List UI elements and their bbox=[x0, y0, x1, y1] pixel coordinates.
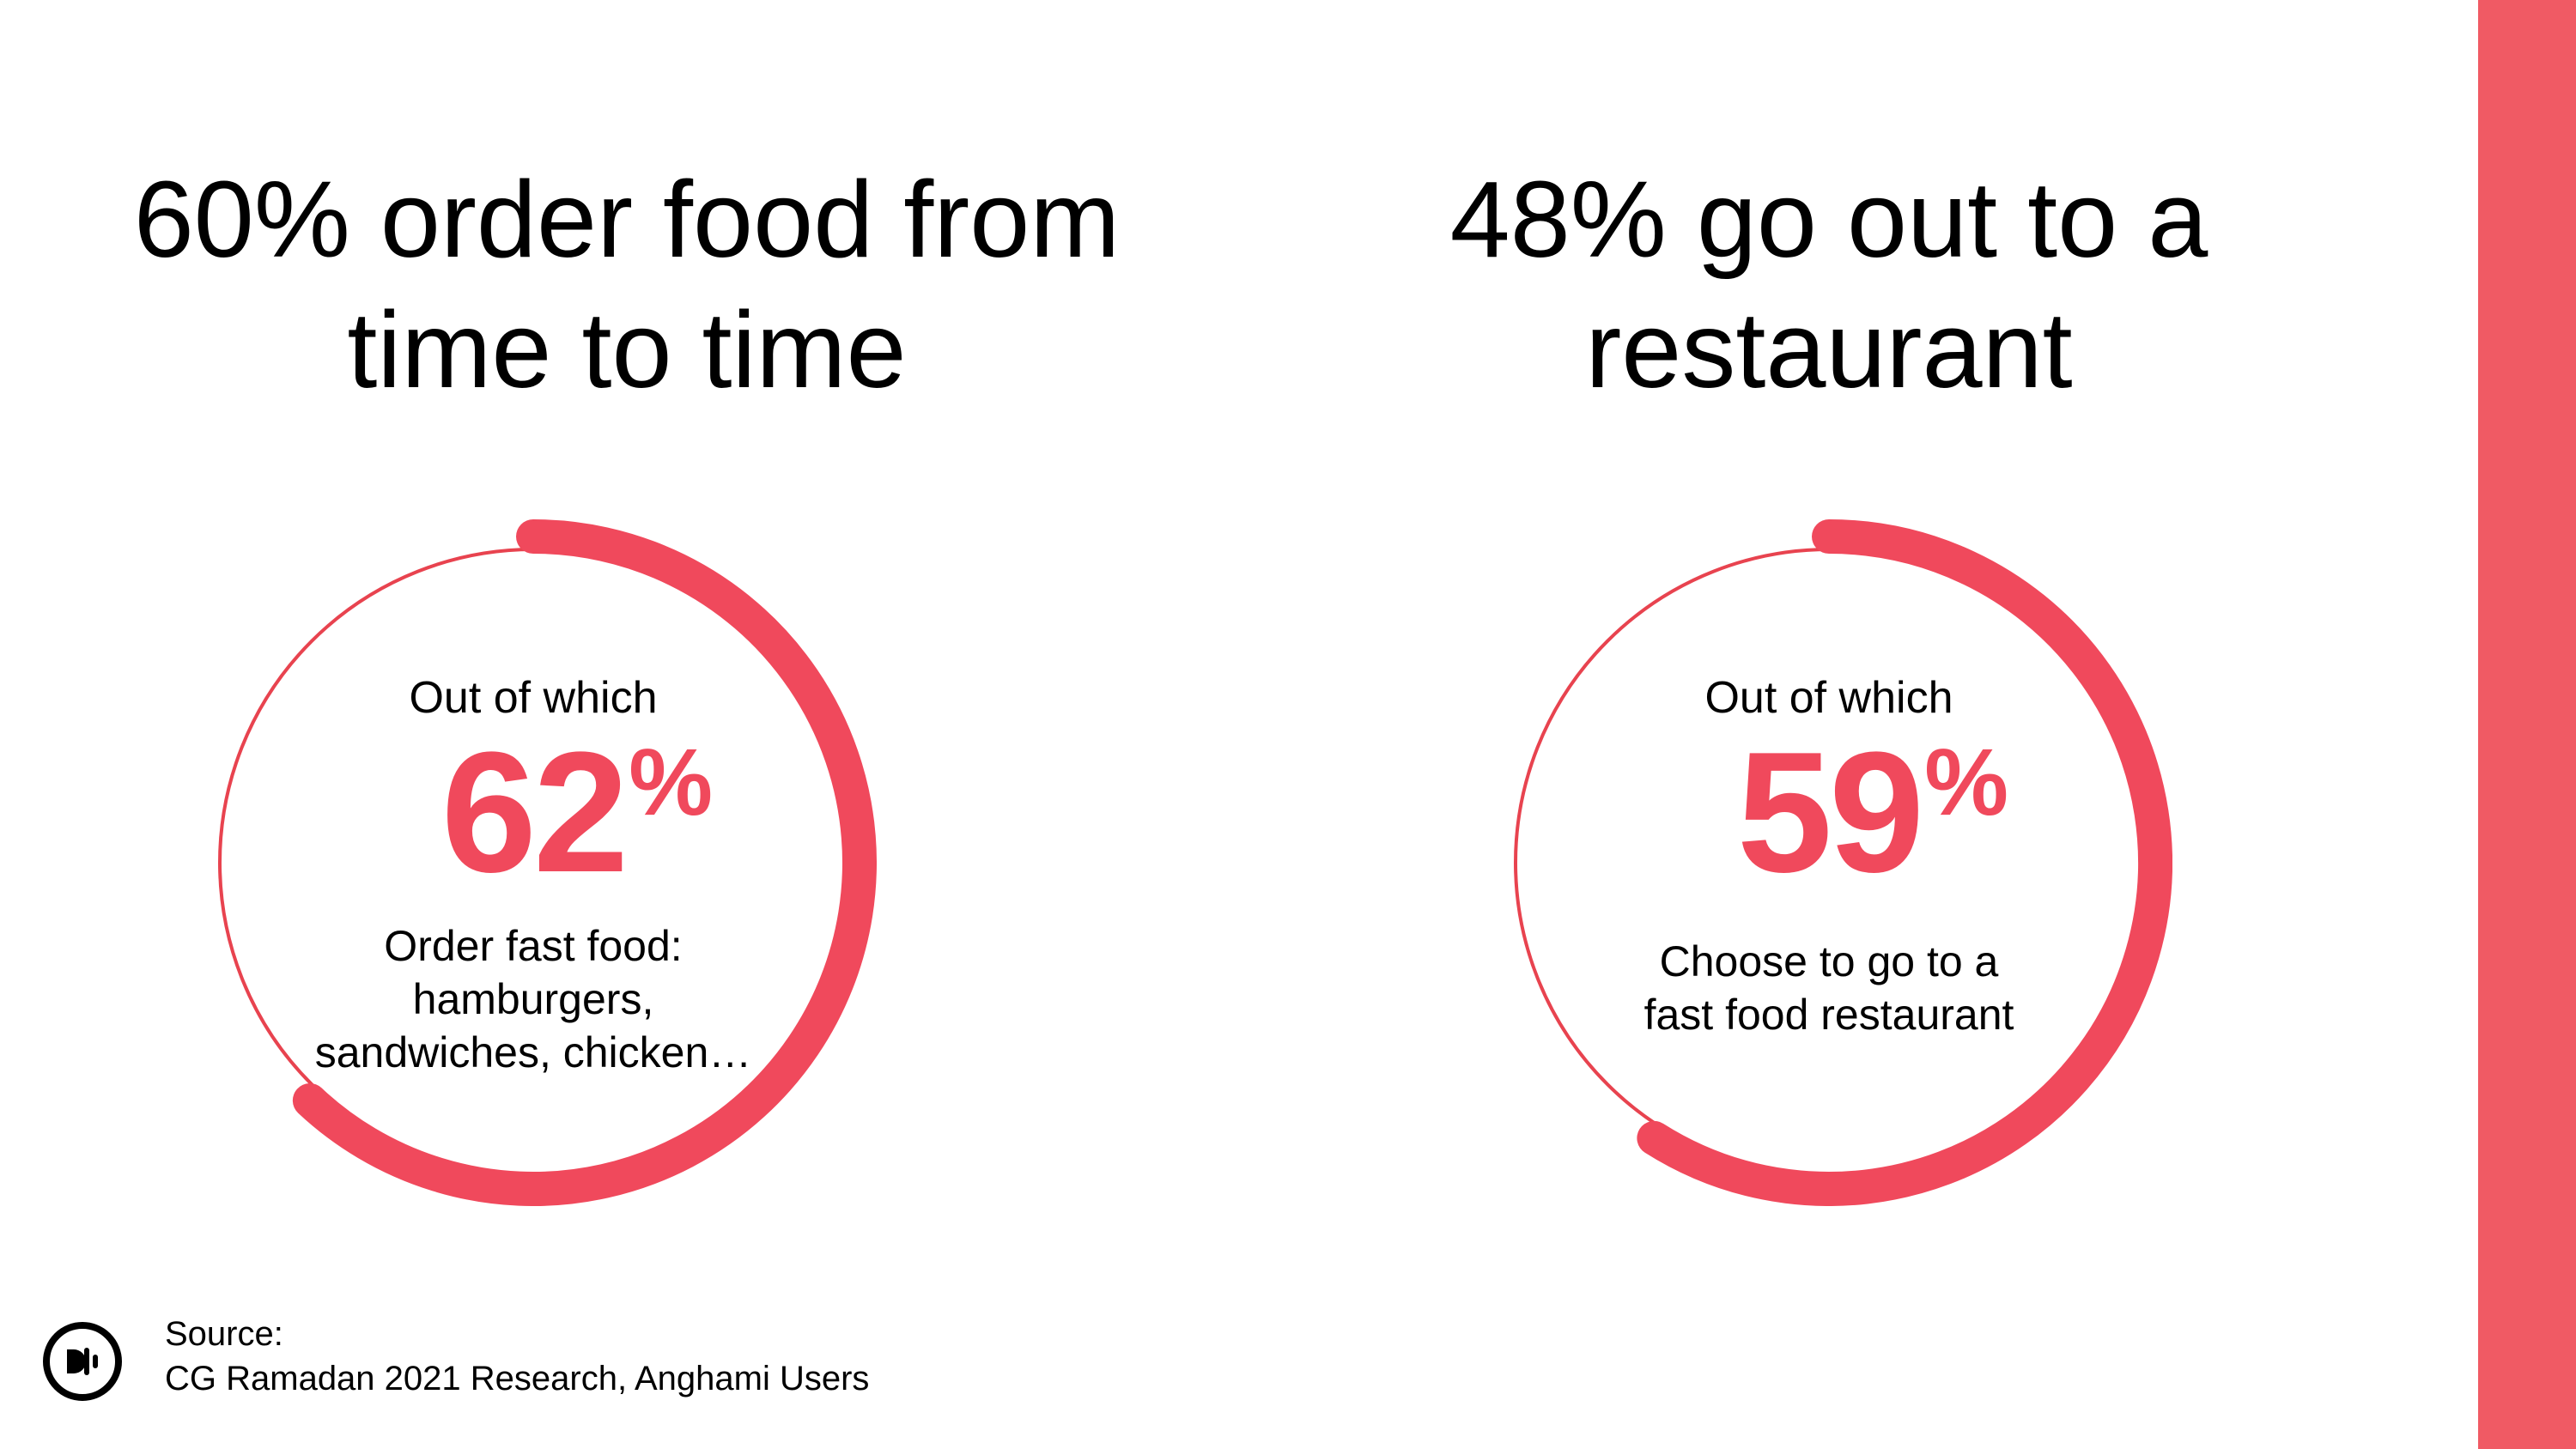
source-label: Source: bbox=[165, 1315, 283, 1353]
donut-progress-arc bbox=[1637, 519, 2172, 1206]
source-text: CG Ramadan 2021 Research, Anghami Users bbox=[165, 1360, 870, 1397]
stat-figure: 62% bbox=[441, 727, 713, 899]
anghami-logo-icon bbox=[43, 1322, 122, 1401]
source-note: Source: CG Ramadan 2021 Research, Angham… bbox=[165, 1312, 1024, 1401]
donut-progress-arc bbox=[292, 519, 877, 1206]
headline-line: 60% order food from bbox=[133, 159, 1121, 280]
headline-go-out: 48% go out to a restaurant bbox=[1271, 155, 2387, 415]
stat-figure: 59% bbox=[1737, 727, 2008, 899]
accent-side-bar bbox=[2478, 0, 2576, 1449]
donut-intro: Out of which bbox=[1704, 673, 1953, 723]
description-line: Choose to go to a bbox=[1659, 937, 1999, 985]
donut-svg bbox=[218, 519, 877, 1206]
donut-intro: Out of which bbox=[409, 673, 658, 723]
headline-line: time to time bbox=[347, 289, 907, 410]
donut-description: Choose to go to a fast food restaurant bbox=[1571, 935, 2087, 1041]
headline-order-food: 60% order food from time to time bbox=[69, 155, 1185, 415]
donut-chart-fast-food-order: Out of which 62% Order fast food: hambur… bbox=[190, 519, 877, 1206]
stat-percent-sign: % bbox=[629, 730, 714, 835]
description-line: fast food restaurant bbox=[1643, 991, 2014, 1039]
stat-value: 59 bbox=[1736, 717, 1924, 908]
description-line: Order fast food: bbox=[384, 922, 683, 970]
stat-percent-sign: % bbox=[1924, 730, 2009, 835]
description-line: hamburgers, bbox=[412, 975, 654, 1023]
donut-chart-fast-food-restaurant: Out of which 59% Choose to go to a fast … bbox=[1485, 519, 2172, 1206]
description-line: sandwiches, chicken… bbox=[314, 1028, 752, 1076]
donut-content: Out of which 62% Order fast food: hambur… bbox=[276, 657, 791, 1079]
stat-value: 62 bbox=[440, 717, 629, 908]
donut-content: Out of which 59% Choose to go to a fast … bbox=[1571, 657, 2087, 1041]
donut-svg bbox=[1514, 519, 2172, 1206]
donut-description: Order fast food: hamburgers, sandwiches,… bbox=[276, 919, 791, 1079]
headline-line: 48% go out to a bbox=[1449, 159, 2208, 280]
headline-line: restaurant bbox=[1585, 289, 2073, 410]
